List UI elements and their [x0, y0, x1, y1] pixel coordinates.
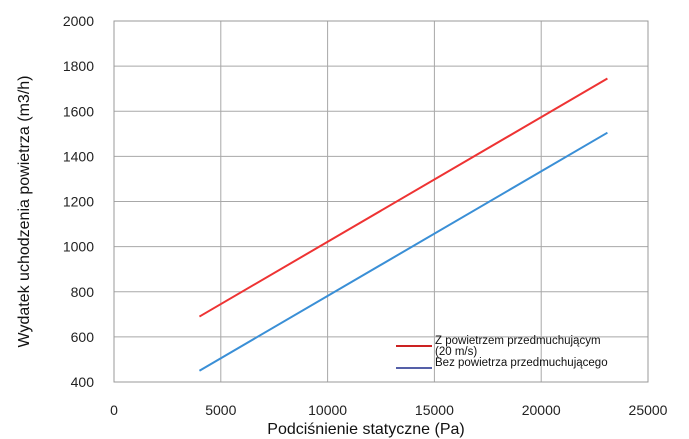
legend-label: (20 m/s) [435, 346, 477, 358]
y-tick-label: 1800 [63, 58, 94, 74]
y-tick-label: 800 [71, 284, 95, 300]
y-axis-ticks: 400 600 800 1000 1200 1400 1600 1800 2000 [63, 13, 94, 390]
y-tick-label: 600 [71, 329, 95, 345]
x-tick-label: 10000 [308, 402, 347, 418]
x-tick-label: 25000 [629, 402, 668, 418]
series-line [198, 131, 608, 372]
x-tick-label: 5000 [205, 402, 236, 418]
y-tick-label: 1400 [63, 148, 94, 164]
y-axis-title: Wydatek uchodzenia powietrza (m3/h) [16, 76, 33, 348]
grid [113, 20, 649, 383]
x-tick-label: 15000 [415, 402, 454, 418]
y-tick-label: 2000 [63, 13, 94, 29]
y-tick-label: 1600 [63, 103, 94, 119]
series-layer [198, 77, 608, 372]
plot-area [113, 20, 649, 383]
series-line [198, 77, 608, 318]
y-tick-label: 1000 [63, 239, 94, 255]
legend-label: Bez powietrza przedmuchującego [435, 357, 608, 369]
y-tick-label: 1200 [63, 194, 94, 210]
y-tick-label: 400 [71, 374, 95, 390]
x-tick-label: 20000 [522, 402, 561, 418]
legend-label: Z powietrzem przedmuchującym [435, 335, 601, 347]
x-axis-ticks: 0 5000 10000 15000 20000 25000 [110, 402, 668, 418]
x-tick-label: 0 [110, 402, 118, 418]
x-axis-title: Podciśnienie statyczne (Pa) [267, 421, 464, 438]
legend: Z powietrzem przedmuchującym(20 m/s)Bez … [396, 335, 608, 369]
